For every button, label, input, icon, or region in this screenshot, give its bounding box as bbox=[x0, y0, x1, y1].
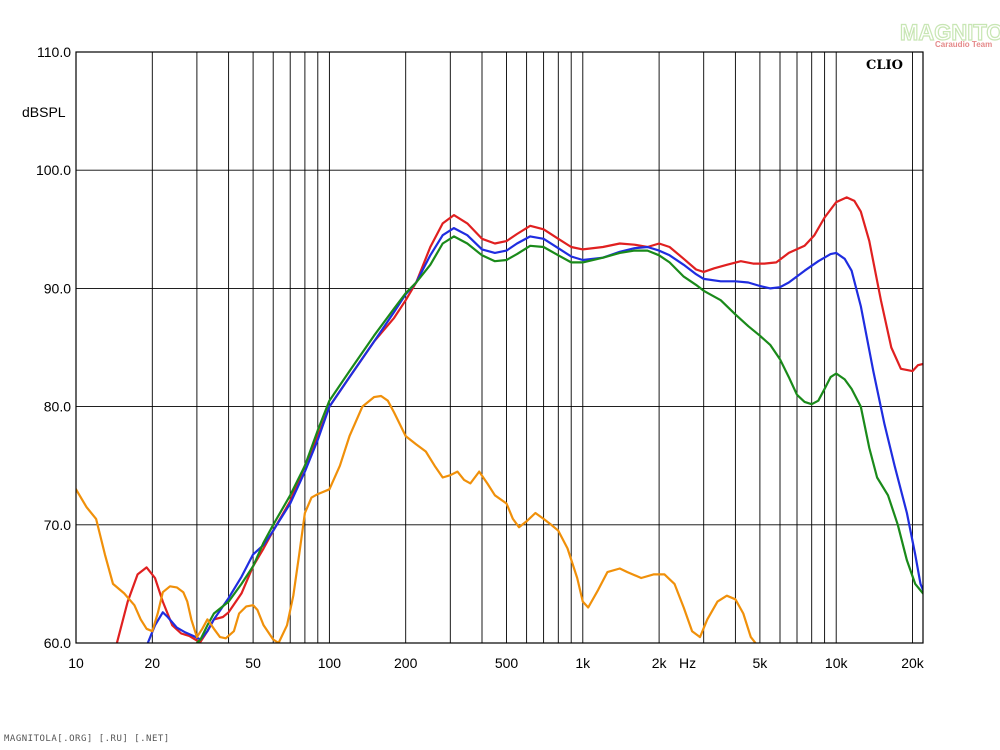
series-line-2 bbox=[146, 227, 923, 643]
grid bbox=[75, 51, 923, 644]
y-tick-label: 70.0 bbox=[44, 517, 71, 533]
x-axis-unit: Hz bbox=[679, 655, 696, 671]
x-tick-label: 1k bbox=[575, 655, 591, 671]
y-tick-label: 110.0 bbox=[37, 44, 71, 60]
series-line-4 bbox=[76, 394, 757, 643]
x-tick-label: 10 bbox=[68, 655, 84, 671]
x-tick-label: 100 bbox=[318, 655, 342, 671]
x-tick-label: 50 bbox=[245, 655, 261, 671]
y-axis-label: dBSPL bbox=[22, 104, 66, 120]
y-axis: 60.0 70.0 80.0 90.0 100.0 110.0 bbox=[36, 44, 71, 651]
series-line-1 bbox=[115, 196, 923, 643]
x-tick-label: 500 bbox=[495, 655, 519, 671]
watermark-logo: MAGNITOLA Caraudio Team bbox=[899, 19, 1000, 49]
series-line-3 bbox=[195, 235, 923, 643]
x-tick-label: 200 bbox=[394, 655, 418, 671]
series-group bbox=[76, 196, 923, 643]
y-tick-label: 80.0 bbox=[44, 399, 71, 415]
footer-text: MAGNITOLA[.ORG] [.RU] [.NET] bbox=[4, 734, 170, 744]
y-tick-label: 100.0 bbox=[36, 162, 71, 178]
x-axis: 10 20 50 100 200 500 1k 2k 5k 10k 20k bbox=[68, 655, 925, 671]
x-tick-label: 2k bbox=[652, 655, 668, 671]
x-tick-label: 20 bbox=[145, 655, 161, 671]
clio-label: CLIO bbox=[866, 58, 903, 73]
x-tick-label: 20k bbox=[901, 655, 925, 671]
watermark-title: MAGNITOLA bbox=[900, 20, 1000, 45]
y-tick-label: 60.0 bbox=[44, 635, 71, 651]
x-tick-label: 5k bbox=[753, 655, 769, 671]
x-tick-label: 10k bbox=[825, 655, 849, 671]
y-tick-label: 90.0 bbox=[44, 280, 71, 296]
plot-frame bbox=[75, 51, 924, 644]
watermark-subtitle: Caraudio Team bbox=[935, 40, 992, 49]
